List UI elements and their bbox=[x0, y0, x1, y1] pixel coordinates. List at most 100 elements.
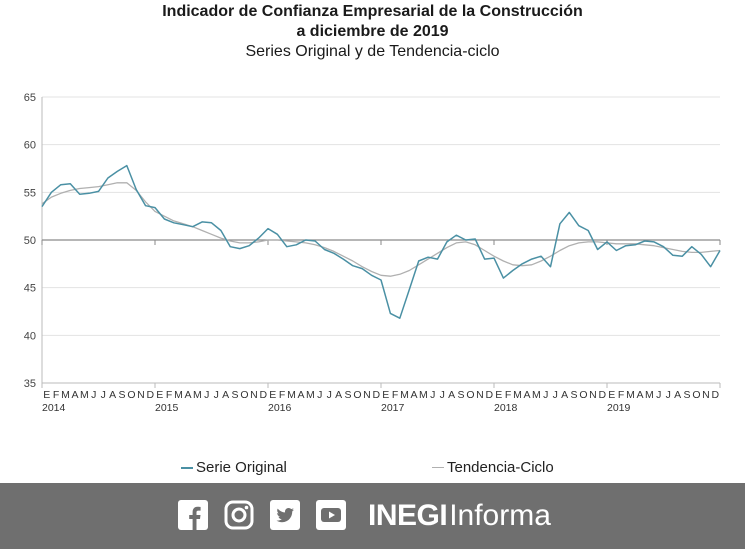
y-tick-label: 65 bbox=[24, 92, 36, 104]
x-month-label: D bbox=[372, 389, 380, 401]
x-month-label: J bbox=[666, 389, 671, 401]
x-year-label: 2019 bbox=[607, 402, 631, 414]
instagram-icon[interactable] bbox=[224, 500, 254, 530]
x-month-label: J bbox=[317, 389, 322, 401]
x-month-label: J bbox=[430, 389, 435, 401]
x-month-label: M bbox=[193, 389, 202, 401]
x-year-label: 2016 bbox=[268, 402, 292, 414]
x-month-label: D bbox=[146, 389, 154, 401]
x-month-label: J bbox=[440, 389, 445, 401]
x-month-label: O bbox=[240, 389, 248, 401]
x-month-label: M bbox=[80, 389, 89, 401]
x-month-label: E bbox=[382, 389, 389, 401]
youtube-icon[interactable] bbox=[316, 500, 346, 530]
chart-subtitle: Series Original y de Tendencia-ciclo bbox=[245, 43, 500, 60]
x-month-label: F bbox=[279, 389, 285, 401]
x-month-label: O bbox=[353, 389, 361, 401]
x-year-label: 2015 bbox=[155, 402, 179, 414]
x-month-label: O bbox=[127, 389, 135, 401]
x-month-label: J bbox=[101, 389, 106, 401]
legend-item-trend: Tendencia-Ciclo bbox=[432, 459, 554, 476]
series-line-trend bbox=[41, 182, 721, 277]
x-month-label: E bbox=[608, 389, 615, 401]
x-month-label: S bbox=[458, 389, 465, 401]
x-month-label: A bbox=[297, 389, 304, 401]
x-month-label: A bbox=[335, 389, 342, 401]
x-month-label: D bbox=[598, 389, 606, 401]
x-month-label: N bbox=[363, 389, 371, 401]
x-month-label: D bbox=[259, 389, 267, 401]
x-month-label: A bbox=[636, 389, 643, 401]
y-tick-label: 60 bbox=[24, 140, 36, 152]
x-month-label: S bbox=[571, 389, 578, 401]
chart-title-line-1: Indicador de Confianza Empresarial de la… bbox=[162, 3, 583, 20]
x-month-label: J bbox=[91, 389, 96, 401]
chart-title-block: Indicador de Confianza Empresarial de la… bbox=[0, 2, 745, 62]
x-month-label: M bbox=[645, 389, 654, 401]
legend-item-original: Serie Original bbox=[181, 459, 287, 476]
x-month-label: S bbox=[232, 389, 239, 401]
x-month-label: S bbox=[345, 389, 352, 401]
x-month-label: A bbox=[561, 389, 568, 401]
series-line-original bbox=[41, 164, 721, 319]
x-month-label: M bbox=[513, 389, 522, 401]
x-month-label: N bbox=[476, 389, 484, 401]
x-month-label: O bbox=[466, 389, 474, 401]
y-tick-label: 50 bbox=[24, 235, 36, 247]
x-month-label: F bbox=[505, 389, 511, 401]
x-month-label: M bbox=[532, 389, 541, 401]
y-tick-label: 45 bbox=[24, 283, 36, 295]
x-month-label: E bbox=[156, 389, 163, 401]
x-month-label: M bbox=[61, 389, 70, 401]
x-month-label: A bbox=[410, 389, 417, 401]
x-year-label: 2018 bbox=[494, 402, 518, 414]
footer-bar: INEGI Informa bbox=[0, 483, 745, 549]
x-month-label: N bbox=[137, 389, 145, 401]
x-month-label: S bbox=[119, 389, 126, 401]
x-month-label: O bbox=[692, 389, 700, 401]
brand-light-text: Informa bbox=[449, 499, 551, 532]
x-month-label: E bbox=[269, 389, 276, 401]
legend-swatch-original bbox=[181, 466, 193, 469]
x-month-label: N bbox=[702, 389, 710, 401]
x-year-label: 2017 bbox=[381, 402, 405, 414]
x-month-label: S bbox=[684, 389, 691, 401]
x-month-label: J bbox=[327, 389, 332, 401]
x-month-label: M bbox=[400, 389, 409, 401]
y-tick-label: 35 bbox=[24, 378, 36, 390]
x-month-label: A bbox=[71, 389, 78, 401]
x-year-label: 2014 bbox=[42, 402, 66, 414]
x-month-label: F bbox=[392, 389, 398, 401]
x-month-label: J bbox=[543, 389, 548, 401]
twitter-icon[interactable] bbox=[270, 500, 300, 530]
legend-label-trend: Tendencia-Ciclo bbox=[447, 459, 554, 476]
x-month-label: D bbox=[711, 389, 719, 401]
x-month-label: A bbox=[184, 389, 191, 401]
x-month-label: M bbox=[419, 389, 428, 401]
legend-swatch-trend bbox=[432, 467, 444, 468]
x-month-label: M bbox=[287, 389, 296, 401]
x-month-label: F bbox=[166, 389, 172, 401]
x-month-label: A bbox=[523, 389, 530, 401]
x-month-label: E bbox=[43, 389, 50, 401]
x-month-label: N bbox=[589, 389, 597, 401]
x-month-label: M bbox=[174, 389, 183, 401]
x-month-label: E bbox=[495, 389, 502, 401]
x-month-label: N bbox=[250, 389, 258, 401]
x-month-label: F bbox=[618, 389, 624, 401]
x-month-label: J bbox=[214, 389, 219, 401]
y-tick-label: 55 bbox=[24, 187, 36, 199]
y-tick-label: 40 bbox=[24, 330, 36, 342]
x-month-label: A bbox=[448, 389, 455, 401]
x-month-label: A bbox=[109, 389, 116, 401]
x-month-label: F bbox=[53, 389, 59, 401]
x-month-label: A bbox=[222, 389, 229, 401]
x-month-label: J bbox=[204, 389, 209, 401]
x-month-label: J bbox=[656, 389, 661, 401]
x-month-label: M bbox=[626, 389, 635, 401]
x-month-label: M bbox=[306, 389, 315, 401]
facebook-icon[interactable] bbox=[178, 500, 208, 530]
inegi-informa-logo: INEGI Informa bbox=[368, 496, 551, 536]
x-month-label: J bbox=[553, 389, 558, 401]
